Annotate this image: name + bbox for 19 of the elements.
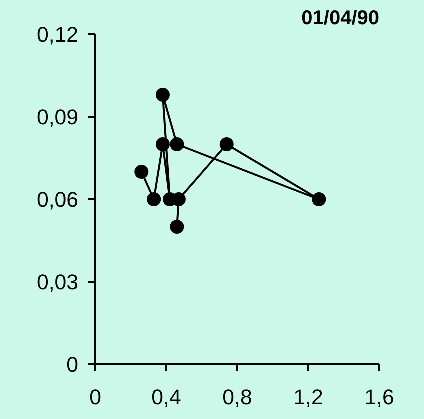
point	[147, 192, 162, 206]
x-tick-label: 0,4	[152, 386, 182, 410]
point	[220, 138, 234, 152]
point	[156, 88, 170, 102]
point	[312, 192, 326, 206]
y-tick-label: 0,12	[36, 23, 79, 47]
x-tick-label: 1,6	[364, 386, 394, 410]
x-tick-label: 1,2	[294, 386, 324, 410]
y-tick-label: 0	[66, 353, 79, 377]
x-tick-label: 0	[90, 386, 102, 410]
y-tick-label: 0,03	[36, 270, 79, 294]
point	[170, 220, 184, 234]
point	[170, 138, 184, 152]
y-tick-label: 0,06	[36, 188, 79, 212]
x-tick-label: 0,8	[222, 386, 252, 410]
y-tick-label: 0,09	[36, 106, 79, 130]
chart-title: 01/04/90	[302, 8, 380, 30]
point	[134, 165, 149, 179]
point	[156, 138, 170, 152]
